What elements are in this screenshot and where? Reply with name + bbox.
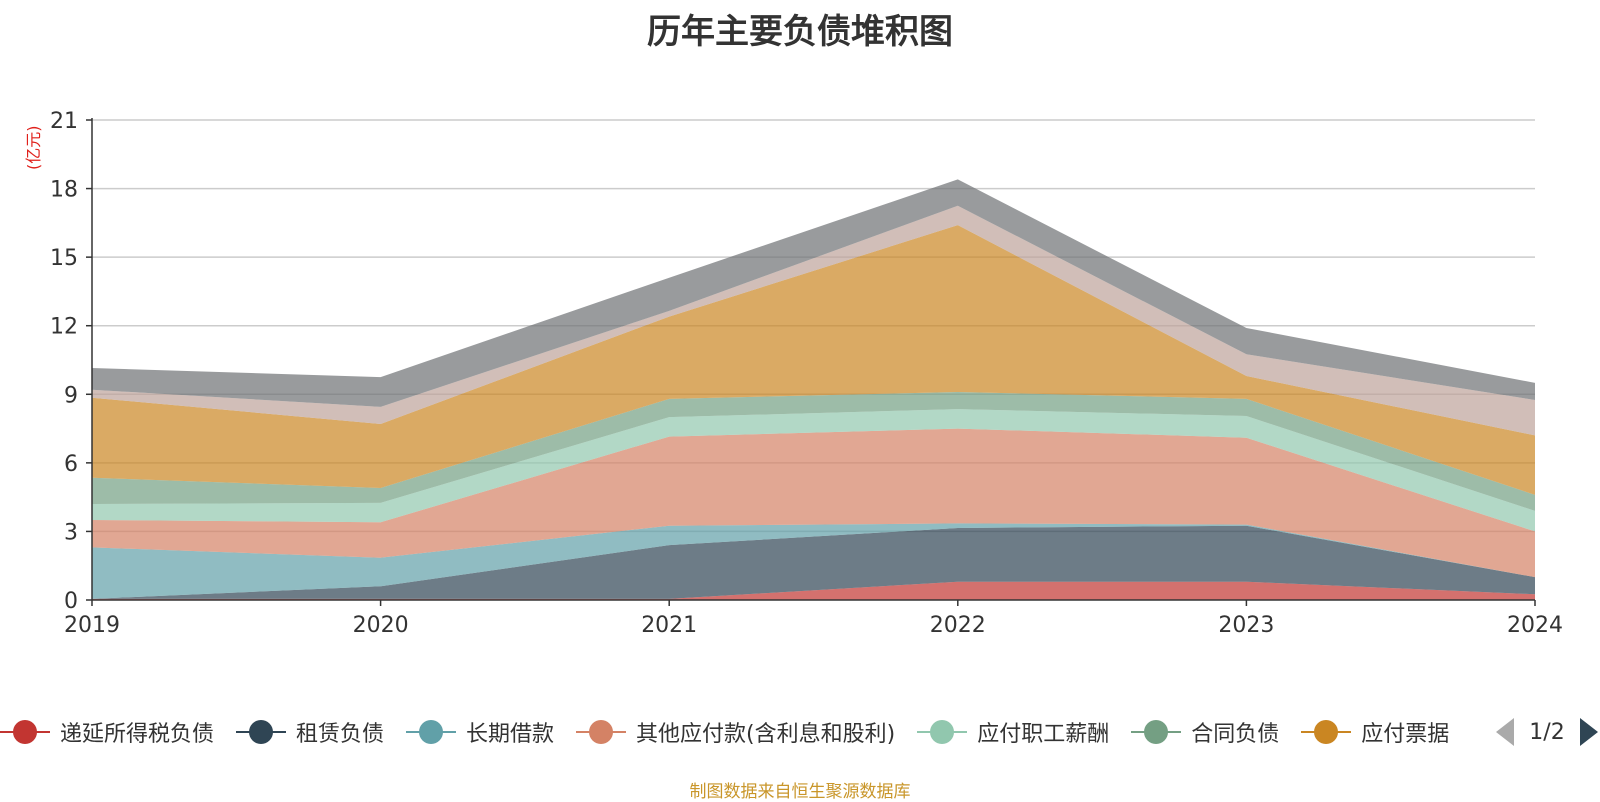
legend-item[interactable]: 长期借款	[406, 712, 554, 752]
legend-swatch-dot	[419, 720, 444, 744]
legend-prev-page-icon[interactable]	[1496, 718, 1514, 746]
area-series-4	[92, 409, 1535, 532]
legend-item-label: 应付票据	[1361, 722, 1450, 747]
y-tick-label: 15	[50, 246, 78, 271]
y-tick-label: 6	[64, 452, 78, 477]
legend-item[interactable]: 合同负债	[1131, 712, 1279, 752]
legend-item[interactable]: 应付职工薪酬	[917, 712, 1109, 752]
tick-labels: 0 3 6 9 12 15 18 21 2019 2020 2021 2022 2023 2024	[50, 109, 1563, 638]
x-tick-label: 2020	[353, 613, 409, 638]
legend-item[interactable]: 其他应付款(含利息和股利)	[576, 712, 895, 752]
x-tick-label: 2024	[1507, 613, 1563, 638]
legend-viewport: 递延所得税负债 租赁负债 长期借款 其他应付款(含利息和股利) 应付职工薪酬 合同负债 应付…	[0, 712, 1490, 752]
legend-swatch-dot	[1314, 720, 1339, 744]
legend-item-label: 递延所得税负债	[60, 722, 215, 747]
x-tick-label: 2023	[1218, 613, 1274, 638]
area-series-2	[92, 523, 1535, 599]
x-tick-label: 2021	[641, 613, 697, 638]
area-series-1	[92, 525, 1535, 599]
legend: 递延所得税负债 租赁负债 长期借款 其他应付款(含利息和股利) 应付职工薪酬 合同负债 应付…	[0, 712, 1600, 752]
legend-swatch-icon	[0, 720, 50, 744]
legend-item[interactable]: 租赁负债	[236, 712, 384, 752]
legend-item-label: 其他应付款(含利息和股利)	[636, 722, 896, 747]
axes	[86, 118, 1536, 606]
y-tick-label: 21	[50, 109, 78, 134]
legend-swatch-icon	[236, 720, 287, 744]
legend-item-label: 应付职工薪酬	[977, 722, 1110, 747]
chart-title: 历年主要负债堆积图	[647, 12, 953, 52]
legend-swatch-icon	[406, 720, 457, 744]
legend-swatch-dot	[249, 720, 274, 744]
legend-swatch-dot	[1144, 720, 1169, 744]
area-series-6	[92, 225, 1535, 495]
legend-swatch-dot	[930, 720, 955, 744]
y-tick-label: 0	[64, 589, 78, 614]
area-series-8	[92, 179, 1535, 407]
x-tick-label: 2019	[64, 613, 120, 638]
y-tick-label: 12	[50, 315, 78, 340]
legend-item-label: 长期借款	[466, 722, 555, 747]
area-series-5	[92, 392, 1535, 511]
legend-swatch-dot	[13, 720, 37, 744]
legend-swatch-icon	[917, 720, 968, 744]
legend-swatch-icon	[1301, 720, 1352, 744]
legend-item[interactable]: 应付票据	[1301, 712, 1449, 752]
y-tick-label: 18	[50, 178, 78, 203]
data-source-note: 制图数据来自恒生聚源数据库	[689, 782, 911, 802]
legend-items: 递延所得税负债 租赁负债 长期借款 其他应付款(含利息和股利) 应付职工薪酬 合同负债 应付…	[0, 712, 1471, 752]
legend-swatch-icon	[1131, 720, 1182, 744]
legend-swatch-dot	[589, 720, 614, 744]
legend-page-indicator: 1/2	[1529, 719, 1565, 745]
y-tick-label: 9	[64, 383, 78, 408]
stacked-area-chart: 0 3 6 9 12 15 18 21 2019 2020 2021 2022 2023 2024	[50, 109, 1563, 638]
legend-item-label: 合同负债	[1191, 722, 1280, 747]
area-series-3	[92, 428, 1535, 578]
legend-next-page-icon[interactable]	[1580, 718, 1598, 746]
legend-item-label: 租赁负债	[296, 722, 385, 747]
area-series-0	[92, 581, 1535, 600]
legend-swatch-icon	[576, 720, 627, 744]
legend-pager: 1/2	[1492, 712, 1600, 752]
legend-item[interactable]: 递延所得税负债	[0, 712, 214, 752]
area-series	[92, 179, 1535, 600]
y-tick-label: 3	[64, 520, 78, 545]
x-tick-label: 2022	[930, 613, 986, 638]
